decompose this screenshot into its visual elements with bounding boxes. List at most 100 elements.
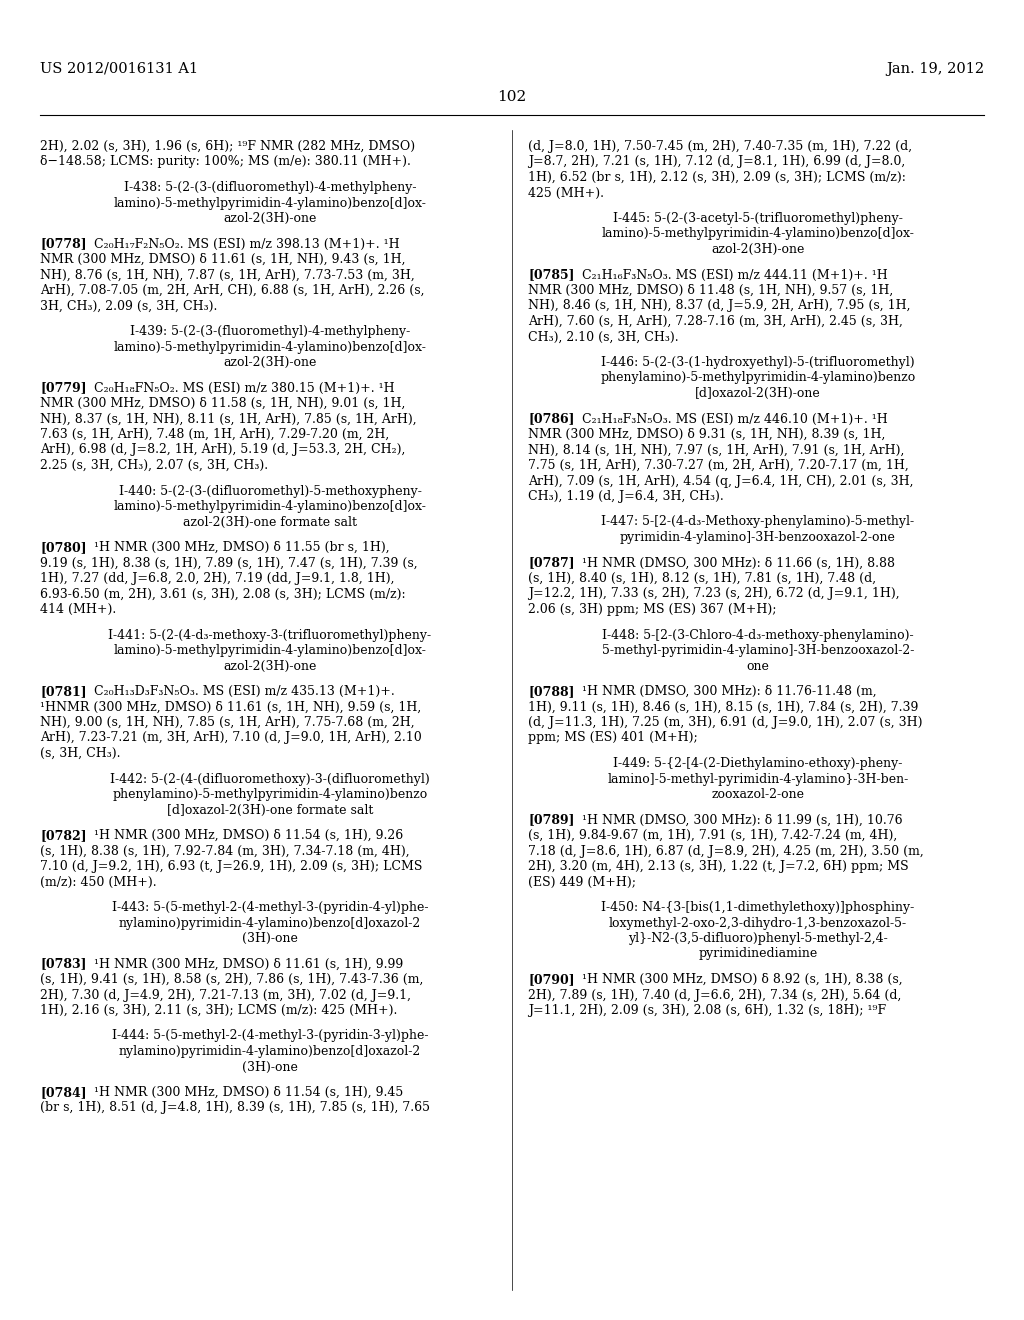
Text: 5-methyl-pyrimidin-4-ylamino]-3H-benzooxazol-2-: 5-methyl-pyrimidin-4-ylamino]-3H-benzoox… bbox=[602, 644, 914, 657]
Text: yl}-N2-(3,5-difluoro)phenyl-5-methyl-2,4-: yl}-N2-(3,5-difluoro)phenyl-5-methyl-2,4… bbox=[628, 932, 888, 945]
Text: 2H), 2.02 (s, 3H), 1.96 (s, 6H); ¹⁹F NMR (282 MHz, DMSO): 2H), 2.02 (s, 3H), 1.96 (s, 6H); ¹⁹F NMR… bbox=[40, 140, 415, 153]
Text: I-440: 5-(2-(3-(difluoromethyl)-5-methoxypheny-: I-440: 5-(2-(3-(difluoromethyl)-5-methox… bbox=[119, 484, 422, 498]
Text: [0790]: [0790] bbox=[528, 973, 574, 986]
Text: 1H), 7.27 (dd, J=6.8, 2.0, 2H), 7.19 (dd, J=9.1, 1.8, 1H),: 1H), 7.27 (dd, J=6.8, 2.0, 2H), 7.19 (dd… bbox=[40, 572, 394, 585]
Text: CH₃), 1.19 (d, J=6.4, 3H, CH₃).: CH₃), 1.19 (d, J=6.4, 3H, CH₃). bbox=[528, 490, 724, 503]
Text: I-446: 5-(2-(3-(1-hydroxyethyl)-5-(trifluoromethyl): I-446: 5-(2-(3-(1-hydroxyethyl)-5-(trifl… bbox=[601, 356, 914, 370]
Text: lamino)-5-methylpyrimidin-4-ylamino)benzo[d]ox-: lamino)-5-methylpyrimidin-4-ylamino)benz… bbox=[601, 227, 914, 240]
Text: 425 (MH+).: 425 (MH+). bbox=[528, 186, 604, 199]
Text: I-442: 5-(2-(4-(difluoromethoxy)-3-(difluoromethyl): I-442: 5-(2-(4-(difluoromethoxy)-3-(difl… bbox=[111, 772, 430, 785]
Text: (s, 1H), 8.38 (s, 1H), 7.92-7.84 (m, 3H), 7.34-7.18 (m, 4H),: (s, 1H), 8.38 (s, 1H), 7.92-7.84 (m, 3H)… bbox=[40, 845, 410, 858]
Text: NH), 8.37 (s, 1H, NH), 8.11 (s, 1H, ArH), 7.85 (s, 1H, ArH),: NH), 8.37 (s, 1H, NH), 8.11 (s, 1H, ArH)… bbox=[40, 412, 417, 425]
Text: [0785]: [0785] bbox=[528, 268, 574, 281]
Text: NH), 9.00 (s, 1H, NH), 7.85 (s, 1H, ArH), 7.75-7.68 (m, 2H,: NH), 9.00 (s, 1H, NH), 7.85 (s, 1H, ArH)… bbox=[40, 715, 415, 729]
Text: azol-2(3H)-one: azol-2(3H)-one bbox=[223, 213, 316, 224]
Text: C₂₀H₁₈FN₅O₂. MS (ESI) m/z 380.15 (M+1)+. ¹H: C₂₀H₁₈FN₅O₂. MS (ESI) m/z 380.15 (M+1)+.… bbox=[82, 381, 394, 395]
Text: I-438: 5-(2-(3-(difluoromethyl)-4-methylpheny-: I-438: 5-(2-(3-(difluoromethyl)-4-methyl… bbox=[124, 181, 416, 194]
Text: [0783]: [0783] bbox=[40, 957, 86, 970]
Text: (br s, 1H), 8.51 (d, J=4.8, 1H), 8.39 (s, 1H), 7.85 (s, 1H), 7.65: (br s, 1H), 8.51 (d, J=4.8, 1H), 8.39 (s… bbox=[40, 1101, 430, 1114]
Text: ¹H NMR (DMSO, 300 MHz): δ 11.99 (s, 1H), 10.76: ¹H NMR (DMSO, 300 MHz): δ 11.99 (s, 1H),… bbox=[570, 813, 902, 826]
Text: I-447: 5-[2-(4-d₃-Methoxy-phenylamino)-5-methyl-: I-447: 5-[2-(4-d₃-Methoxy-phenylamino)-5… bbox=[601, 516, 914, 528]
Text: (d, J=11.3, 1H), 7.25 (m, 3H), 6.91 (d, J=9.0, 1H), 2.07 (s, 3H): (d, J=11.3, 1H), 7.25 (m, 3H), 6.91 (d, … bbox=[528, 715, 923, 729]
Text: J=12.2, 1H), 7.33 (s, 2H), 7.23 (s, 2H), 6.72 (d, J=9.1, 1H),: J=12.2, 1H), 7.33 (s, 2H), 7.23 (s, 2H),… bbox=[528, 587, 900, 601]
Text: I-449: 5-{2-[4-(2-Diethylamino-ethoxy)-pheny-: I-449: 5-{2-[4-(2-Diethylamino-ethoxy)-p… bbox=[613, 756, 903, 770]
Text: I-443: 5-(5-methyl-2-(4-methyl-3-(pyridin-4-yl)phe-: I-443: 5-(5-methyl-2-(4-methyl-3-(pyridi… bbox=[112, 902, 428, 913]
Text: azol-2(3H)-one: azol-2(3H)-one bbox=[223, 660, 316, 672]
Text: [0779]: [0779] bbox=[40, 381, 87, 395]
Text: lamino)-5-methylpyrimidin-4-ylamino)benzo[d]ox-: lamino)-5-methylpyrimidin-4-ylamino)benz… bbox=[114, 197, 426, 210]
Text: (s, 1H), 9.84-9.67 (m, 1H), 7.91 (s, 1H), 7.42-7.24 (m, 4H),: (s, 1H), 9.84-9.67 (m, 1H), 7.91 (s, 1H)… bbox=[528, 829, 897, 842]
Text: 9.19 (s, 1H), 8.38 (s, 1H), 7.89 (s, 1H), 7.47 (s, 1H), 7.39 (s,: 9.19 (s, 1H), 8.38 (s, 1H), 7.89 (s, 1H)… bbox=[40, 557, 418, 569]
Text: 1H), 2.16 (s, 3H), 2.11 (s, 3H); LCMS (m/z): 425 (MH+).: 1H), 2.16 (s, 3H), 2.11 (s, 3H); LCMS (m… bbox=[40, 1005, 397, 1016]
Text: 7.63 (s, 1H, ArH), 7.48 (m, 1H, ArH), 7.29-7.20 (m, 2H,: 7.63 (s, 1H, ArH), 7.48 (m, 1H, ArH), 7.… bbox=[40, 428, 389, 441]
Text: 6.93-6.50 (m, 2H), 3.61 (s, 3H), 2.08 (s, 3H); LCMS (m/z):: 6.93-6.50 (m, 2H), 3.61 (s, 3H), 2.08 (s… bbox=[40, 587, 406, 601]
Text: ArH), 7.60 (s, H, ArH), 7.28-7.16 (m, 3H, ArH), 2.45 (s, 3H,: ArH), 7.60 (s, H, ArH), 7.28-7.16 (m, 3H… bbox=[528, 315, 903, 327]
Text: [0780]: [0780] bbox=[40, 541, 87, 554]
Text: ¹H NMR (DMSO, 300 MHz): δ 11.76-11.48 (m,: ¹H NMR (DMSO, 300 MHz): δ 11.76-11.48 (m… bbox=[570, 685, 877, 698]
Text: 414 (MH+).: 414 (MH+). bbox=[40, 603, 117, 616]
Text: ¹H NMR (300 MHz, DMSO) δ 8.92 (s, 1H), 8.38 (s,: ¹H NMR (300 MHz, DMSO) δ 8.92 (s, 1H), 8… bbox=[570, 973, 902, 986]
Text: C₂₀H₁₇F₂N₅O₂. MS (ESI) m/z 398.13 (M+1)+. ¹H: C₂₀H₁₇F₂N₅O₂. MS (ESI) m/z 398.13 (M+1)+… bbox=[82, 238, 399, 251]
Text: [d]oxazol-2(3H)-one formate salt: [d]oxazol-2(3H)-one formate salt bbox=[167, 804, 373, 817]
Text: ¹H NMR (DMSO, 300 MHz): δ 11.66 (s, 1H), 8.88: ¹H NMR (DMSO, 300 MHz): δ 11.66 (s, 1H),… bbox=[570, 557, 895, 569]
Text: [0786]: [0786] bbox=[528, 412, 574, 425]
Text: I-450: N4-{3-[bis(1,1-dimethylethoxy)]phosphiny-: I-450: N4-{3-[bis(1,1-dimethylethoxy)]ph… bbox=[601, 902, 914, 913]
Text: lamino)-5-methylpyrimidin-4-ylamino)benzo[d]ox-: lamino)-5-methylpyrimidin-4-ylamino)benz… bbox=[114, 341, 426, 354]
Text: [0782]: [0782] bbox=[40, 829, 87, 842]
Text: 1H), 9.11 (s, 1H), 8.46 (s, 1H), 8.15 (s, 1H), 7.84 (s, 2H), 7.39: 1H), 9.11 (s, 1H), 8.46 (s, 1H), 8.15 (s… bbox=[528, 701, 919, 714]
Text: I-441: 5-(2-(4-d₃-methoxy-3-(trifluoromethyl)pheny-: I-441: 5-(2-(4-d₃-methoxy-3-(trifluorome… bbox=[109, 628, 431, 642]
Text: US 2012/0016131 A1: US 2012/0016131 A1 bbox=[40, 62, 198, 77]
Text: ArH), 7.08-7.05 (m, 2H, ArH, CH), 6.88 (s, 1H, ArH), 2.26 (s,: ArH), 7.08-7.05 (m, 2H, ArH, CH), 6.88 (… bbox=[40, 284, 425, 297]
Text: phenylamino)-5-methylpyrimidin-4-ylamino)benzo: phenylamino)-5-methylpyrimidin-4-ylamino… bbox=[600, 371, 915, 384]
Text: 102: 102 bbox=[498, 90, 526, 104]
Text: I-448: 5-[2-(3-Chloro-4-d₃-methoxy-phenylamino)-: I-448: 5-[2-(3-Chloro-4-d₃-methoxy-pheny… bbox=[602, 628, 913, 642]
Text: azol-2(3H)-one formate salt: azol-2(3H)-one formate salt bbox=[183, 516, 357, 528]
Text: [0784]: [0784] bbox=[40, 1086, 87, 1100]
Text: azol-2(3H)-one: azol-2(3H)-one bbox=[223, 356, 316, 370]
Text: ArH), 7.09 (s, 1H, ArH), 4.54 (q, J=6.4, 1H, CH), 2.01 (s, 3H,: ArH), 7.09 (s, 1H, ArH), 4.54 (q, J=6.4,… bbox=[528, 474, 913, 487]
Text: 2H), 3.20 (m, 4H), 2.13 (s, 3H), 1.22 (t, J=7.2, 6H) ppm; MS: 2H), 3.20 (m, 4H), 2.13 (s, 3H), 1.22 (t… bbox=[528, 861, 908, 873]
Text: ¹HNMR (300 MHz, DMSO) δ 11.61 (s, 1H, NH), 9.59 (s, 1H,: ¹HNMR (300 MHz, DMSO) δ 11.61 (s, 1H, NH… bbox=[40, 701, 421, 714]
Text: I-444: 5-(5-methyl-2-(4-methyl-3-(pyridin-3-yl)phe-: I-444: 5-(5-methyl-2-(4-methyl-3-(pyridi… bbox=[112, 1030, 428, 1043]
Text: lamino)-5-methylpyrimidin-4-ylamino)benzo[d]ox-: lamino)-5-methylpyrimidin-4-ylamino)benz… bbox=[114, 500, 426, 513]
Text: (d, J=8.0, 1H), 7.50-7.45 (m, 2H), 7.40-7.35 (m, 1H), 7.22 (d,: (d, J=8.0, 1H), 7.50-7.45 (m, 2H), 7.40-… bbox=[528, 140, 912, 153]
Text: NH), 8.14 (s, 1H, NH), 7.97 (s, 1H, ArH), 7.91 (s, 1H, ArH),: NH), 8.14 (s, 1H, NH), 7.97 (s, 1H, ArH)… bbox=[528, 444, 904, 457]
Text: nylamino)pyrimidin-4-ylamino)benzo[d]oxazol-2: nylamino)pyrimidin-4-ylamino)benzo[d]oxa… bbox=[119, 916, 421, 929]
Text: (ES) 449 (M+H);: (ES) 449 (M+H); bbox=[528, 875, 636, 888]
Text: zooxazol-2-one: zooxazol-2-one bbox=[712, 788, 805, 801]
Text: 2.25 (s, 3H, CH₃), 2.07 (s, 3H, CH₃).: 2.25 (s, 3H, CH₃), 2.07 (s, 3H, CH₃). bbox=[40, 459, 268, 473]
Text: ¹H NMR (300 MHz, DMSO) δ 11.54 (s, 1H), 9.45: ¹H NMR (300 MHz, DMSO) δ 11.54 (s, 1H), … bbox=[82, 1086, 403, 1100]
Text: pyrimidinediamine: pyrimidinediamine bbox=[698, 948, 817, 961]
Text: 2H), 7.30 (d, J=4.9, 2H), 7.21-7.13 (m, 3H), 7.02 (d, J=9.1,: 2H), 7.30 (d, J=4.9, 2H), 7.21-7.13 (m, … bbox=[40, 989, 411, 1002]
Text: NMR (300 MHz, DMSO) δ 11.48 (s, 1H, NH), 9.57 (s, 1H,: NMR (300 MHz, DMSO) δ 11.48 (s, 1H, NH),… bbox=[528, 284, 893, 297]
Text: CH₃), 2.10 (s, 3H, CH₃).: CH₃), 2.10 (s, 3H, CH₃). bbox=[528, 330, 679, 343]
Text: I-439: 5-(2-(3-(fluoromethyl)-4-methylpheny-: I-439: 5-(2-(3-(fluoromethyl)-4-methylph… bbox=[130, 325, 411, 338]
Text: [0788]: [0788] bbox=[528, 685, 574, 698]
Text: (s, 1H), 9.41 (s, 1H), 8.58 (s, 2H), 7.86 (s, 1H), 7.43-7.36 (m,: (s, 1H), 9.41 (s, 1H), 8.58 (s, 2H), 7.8… bbox=[40, 973, 423, 986]
Text: C₂₁H₁₈F₃N₅O₃. MS (ESI) m/z 446.10 (M+1)+. ¹H: C₂₁H₁₈F₃N₅O₃. MS (ESI) m/z 446.10 (M+1)+… bbox=[570, 412, 888, 425]
Text: lamino)-5-methylpyrimidin-4-ylamino)benzo[d]ox-: lamino)-5-methylpyrimidin-4-ylamino)benz… bbox=[114, 644, 426, 657]
Text: 7.18 (d, J=8.6, 1H), 6.87 (d, J=8.9, 2H), 4.25 (m, 2H), 3.50 (m,: 7.18 (d, J=8.6, 1H), 6.87 (d, J=8.9, 2H)… bbox=[528, 845, 924, 858]
Text: [d]oxazol-2(3H)-one: [d]oxazol-2(3H)-one bbox=[695, 387, 821, 400]
Text: 1H), 6.52 (br s, 1H), 2.12 (s, 3H), 2.09 (s, 3H); LCMS (m/z):: 1H), 6.52 (br s, 1H), 2.12 (s, 3H), 2.09… bbox=[528, 172, 906, 183]
Text: J=11.1, 2H), 2.09 (s, 3H), 2.08 (s, 6H), 1.32 (s, 18H); ¹⁹F: J=11.1, 2H), 2.09 (s, 3H), 2.08 (s, 6H),… bbox=[528, 1005, 886, 1016]
Text: 7.75 (s, 1H, ArH), 7.30-7.27 (m, 2H, ArH), 7.20-7.17 (m, 1H,: 7.75 (s, 1H, ArH), 7.30-7.27 (m, 2H, ArH… bbox=[528, 459, 908, 473]
Text: [0789]: [0789] bbox=[528, 813, 574, 826]
Text: phenylamino)-5-methylpyrimidin-4-ylamino)benzo: phenylamino)-5-methylpyrimidin-4-ylamino… bbox=[113, 788, 428, 801]
Text: ArH), 6.98 (d, J=8.2, 1H, ArH), 5.19 (d, J=53.3, 2H, CH₂),: ArH), 6.98 (d, J=8.2, 1H, ArH), 5.19 (d,… bbox=[40, 444, 406, 457]
Text: (3H)-one: (3H)-one bbox=[242, 932, 298, 945]
Text: J=8.7, 2H), 7.21 (s, 1H), 7.12 (d, J=8.1, 1H), 6.99 (d, J=8.0,: J=8.7, 2H), 7.21 (s, 1H), 7.12 (d, J=8.1… bbox=[528, 156, 905, 169]
Text: ¹H NMR (300 MHz, DMSO) δ 11.54 (s, 1H), 9.26: ¹H NMR (300 MHz, DMSO) δ 11.54 (s, 1H), … bbox=[82, 829, 403, 842]
Text: C₂₁H₁₆F₃N₅O₃. MS (ESI) m/z 444.11 (M+1)+. ¹H: C₂₁H₁₆F₃N₅O₃. MS (ESI) m/z 444.11 (M+1)+… bbox=[570, 268, 888, 281]
Text: one: one bbox=[746, 660, 769, 672]
Text: (m/z): 450 (MH+).: (m/z): 450 (MH+). bbox=[40, 875, 157, 888]
Text: NH), 8.46 (s, 1H, NH), 8.37 (d, J=5.9, 2H, ArH), 7.95 (s, 1H,: NH), 8.46 (s, 1H, NH), 8.37 (d, J=5.9, 2… bbox=[528, 300, 910, 313]
Text: [0781]: [0781] bbox=[40, 685, 87, 698]
Text: 7.10 (d, J=9.2, 1H), 6.93 (t, J=26.9, 1H), 2.09 (s, 3H); LCMS: 7.10 (d, J=9.2, 1H), 6.93 (t, J=26.9, 1H… bbox=[40, 861, 422, 873]
Text: [0787]: [0787] bbox=[528, 557, 574, 569]
Text: 2.06 (s, 3H) ppm; MS (ES) 367 (M+H);: 2.06 (s, 3H) ppm; MS (ES) 367 (M+H); bbox=[528, 603, 776, 616]
Text: NMR (300 MHz, DMSO) δ 11.61 (s, 1H, NH), 9.43 (s, 1H,: NMR (300 MHz, DMSO) δ 11.61 (s, 1H, NH),… bbox=[40, 253, 406, 267]
Text: NMR (300 MHz, DMSO) δ 9.31 (s, 1H, NH), 8.39 (s, 1H,: NMR (300 MHz, DMSO) δ 9.31 (s, 1H, NH), … bbox=[528, 428, 886, 441]
Text: I-445: 5-(2-(3-acetyl-5-(trifluoromethyl)pheny-: I-445: 5-(2-(3-acetyl-5-(trifluoromethyl… bbox=[613, 213, 903, 224]
Text: ppm; MS (ES) 401 (M+H);: ppm; MS (ES) 401 (M+H); bbox=[528, 731, 697, 744]
